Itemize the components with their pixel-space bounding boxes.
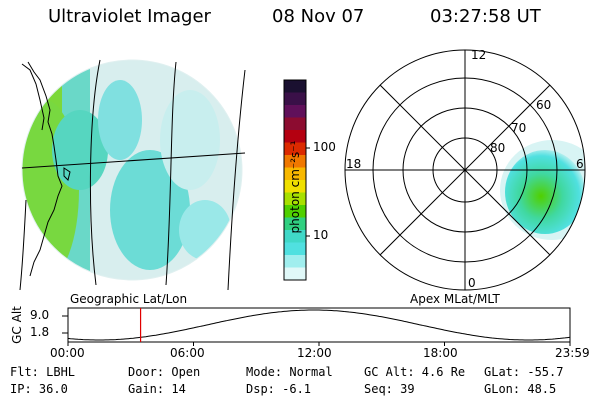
mlt-label-0: 0 bbox=[468, 276, 476, 290]
polar-image bbox=[500, 140, 585, 240]
colorbar-segment bbox=[284, 142, 306, 156]
info-seq: Seq: 39 bbox=[364, 382, 415, 396]
time-tick-1: 06:00 bbox=[170, 346, 205, 360]
colorbar-segment bbox=[284, 255, 306, 268]
info-door: Door: Open bbox=[128, 365, 201, 379]
mlt-label-18: 18 bbox=[346, 157, 362, 171]
colorbar-segment bbox=[284, 80, 306, 93]
time-tick-2: 12:00 bbox=[297, 346, 332, 360]
colorbar-unit-label: photon cm⁻²s⁻¹ bbox=[288, 140, 302, 234]
colorbar-segment bbox=[284, 230, 306, 243]
colorbar-segment bbox=[284, 155, 306, 168]
geographic-image bbox=[22, 60, 242, 280]
colorbar-segment bbox=[284, 92, 306, 106]
geographic-grid bbox=[19, 59, 246, 291]
colorbar-segment bbox=[284, 117, 306, 131]
colorbar-tick-100-label: 100 bbox=[313, 140, 336, 154]
time-tick-0: 00:00 bbox=[50, 346, 85, 360]
coastline bbox=[21, 61, 71, 277]
altitude-plot bbox=[62, 307, 571, 346]
colorbar-segment bbox=[284, 167, 306, 181]
time-label: 03:27:58 UT bbox=[430, 6, 541, 27]
info-gain: Gain: 14 bbox=[128, 382, 186, 396]
mlat-label-70: 70 bbox=[511, 121, 527, 135]
polar-grid bbox=[344, 49, 586, 291]
colorbar-segment bbox=[284, 217, 306, 231]
mlt-label-12: 12 bbox=[471, 48, 487, 62]
info-mode: Mode: Normal bbox=[246, 365, 333, 379]
colorbar-segment bbox=[284, 180, 306, 193]
colorbar bbox=[284, 80, 306, 281]
colorbar-tick-10-label: 10 bbox=[313, 228, 329, 242]
info-flt: Flt: LBHL bbox=[10, 365, 76, 379]
colorbar-segment bbox=[284, 205, 306, 218]
info-ip: IP: 36.0 bbox=[10, 382, 68, 396]
time-tick-4: 23:59 bbox=[555, 346, 590, 360]
info-glat: GLat: -55.7 bbox=[484, 365, 564, 379]
colorbar-segment bbox=[284, 242, 306, 256]
info-gcalt: GC Alt: 4.6 Re bbox=[364, 365, 466, 379]
geographic-disc-edge bbox=[21, 59, 243, 281]
mlat-label-80: 80 bbox=[490, 141, 506, 155]
mlat-label-60: 60 bbox=[536, 98, 552, 112]
colorbar-segment bbox=[284, 130, 306, 143]
info-glon: GLon: 48.5 bbox=[484, 382, 557, 396]
app-title: Ultraviolet Imager bbox=[48, 6, 211, 27]
colorbar-segment bbox=[284, 192, 306, 206]
time-tick-3: 18:00 bbox=[423, 346, 458, 360]
polar-caption: Apex MLat/MLT bbox=[410, 292, 500, 306]
geographic-caption: Geographic Lat/Lon bbox=[70, 292, 188, 306]
orbit-altitude-line bbox=[67, 309, 571, 341]
info-dsp: Dsp: -6.1 bbox=[246, 382, 312, 396]
mlt-label-6: 6 bbox=[576, 157, 584, 171]
colorbar-segment bbox=[284, 267, 306, 281]
colorbar-frame bbox=[283, 79, 307, 281]
altitude-tick-high: 9.0 bbox=[30, 308, 50, 322]
date-label: 08 Nov 07 bbox=[272, 6, 365, 27]
altitude-axis-label: GC Alt bbox=[10, 306, 24, 344]
altitude-tick-low: 1.8 bbox=[30, 325, 50, 339]
colorbar-segment bbox=[284, 105, 306, 118]
